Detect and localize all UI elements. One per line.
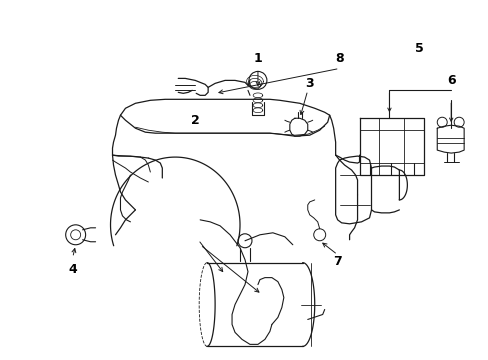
Text: 8: 8 [335,52,343,65]
Text: 1: 1 [253,52,262,65]
Text: 3: 3 [305,77,313,90]
Text: 5: 5 [414,42,423,55]
Text: 7: 7 [333,255,341,268]
Text: 2: 2 [190,114,199,127]
Text: 6: 6 [446,74,455,87]
Text: 4: 4 [68,263,77,276]
